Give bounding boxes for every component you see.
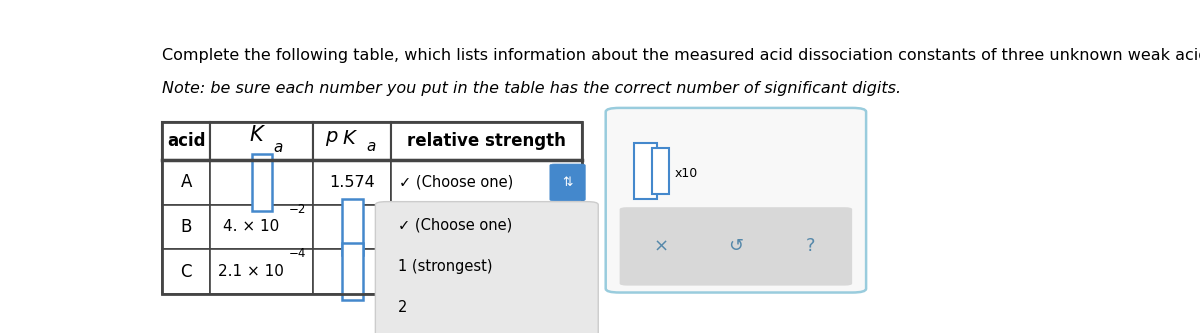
Bar bbox=[313, 122, 391, 160]
Text: ⇅: ⇅ bbox=[563, 265, 572, 278]
Text: ✓ (Choose one): ✓ (Choose one) bbox=[397, 218, 512, 233]
Text: 1 (strongest): 1 (strongest) bbox=[397, 259, 492, 274]
Bar bbox=[391, 249, 582, 294]
Bar bbox=[252, 154, 272, 211]
Bar bbox=[391, 205, 582, 249]
Text: B: B bbox=[180, 218, 192, 236]
Text: ✓ (Choose one): ✓ (Choose one) bbox=[398, 175, 512, 190]
Bar bbox=[634, 143, 656, 199]
Text: 2: 2 bbox=[397, 300, 407, 315]
Text: (Choose one): (Choose one) bbox=[409, 264, 508, 279]
Text: Note: be sure each number you put in the table has the correct number of signifi: Note: be sure each number you put in the… bbox=[162, 81, 901, 96]
Bar bbox=[162, 249, 210, 294]
Text: A: A bbox=[180, 173, 192, 191]
Bar bbox=[313, 160, 391, 205]
FancyBboxPatch shape bbox=[389, 252, 548, 291]
Text: ?: ? bbox=[805, 237, 815, 255]
Bar bbox=[342, 243, 362, 300]
Text: ×: × bbox=[654, 237, 670, 255]
Text: $\mathit{a}$: $\mathit{a}$ bbox=[366, 139, 376, 154]
Bar bbox=[313, 249, 391, 294]
Bar bbox=[391, 160, 582, 205]
Bar bbox=[210, 205, 313, 249]
Bar bbox=[210, 122, 313, 160]
FancyBboxPatch shape bbox=[550, 164, 586, 201]
Bar bbox=[391, 249, 582, 294]
Text: −2: −2 bbox=[288, 202, 306, 215]
Text: $\mathit{K}$: $\mathit{K}$ bbox=[248, 125, 266, 145]
FancyBboxPatch shape bbox=[376, 202, 599, 333]
Text: $\mathit{K}$: $\mathit{K}$ bbox=[342, 129, 359, 148]
Text: ↺: ↺ bbox=[728, 237, 744, 255]
Bar bbox=[162, 122, 210, 160]
Bar bbox=[162, 160, 210, 205]
FancyBboxPatch shape bbox=[550, 253, 586, 290]
Bar bbox=[210, 160, 313, 205]
Text: C: C bbox=[180, 262, 192, 280]
Text: −4: −4 bbox=[288, 247, 306, 260]
FancyBboxPatch shape bbox=[619, 207, 852, 286]
Bar bbox=[391, 160, 582, 205]
Text: 2: 2 bbox=[398, 219, 408, 234]
Text: 2.1 × 10: 2.1 × 10 bbox=[218, 264, 283, 279]
Text: 1.574: 1.574 bbox=[330, 175, 376, 190]
Text: acid: acid bbox=[167, 132, 205, 150]
Text: $\mathit{a}$: $\mathit{a}$ bbox=[274, 140, 284, 155]
Text: ⇅: ⇅ bbox=[563, 176, 572, 189]
FancyBboxPatch shape bbox=[550, 208, 586, 245]
Bar bbox=[653, 148, 668, 194]
FancyBboxPatch shape bbox=[606, 108, 866, 292]
Bar bbox=[210, 249, 313, 294]
Bar bbox=[342, 199, 362, 255]
Text: Complete the following table, which lists information about the measured acid di: Complete the following table, which list… bbox=[162, 48, 1200, 63]
Text: x10: x10 bbox=[674, 167, 697, 180]
Text: 4. × 10: 4. × 10 bbox=[223, 219, 278, 234]
Bar bbox=[162, 122, 582, 294]
Bar bbox=[162, 205, 210, 249]
Bar bbox=[391, 122, 582, 160]
Text: $p$: $p$ bbox=[325, 129, 338, 148]
Bar bbox=[391, 205, 582, 249]
Text: ⇅: ⇅ bbox=[563, 220, 572, 233]
Bar bbox=[313, 205, 391, 249]
Text: relative strength: relative strength bbox=[407, 132, 566, 150]
